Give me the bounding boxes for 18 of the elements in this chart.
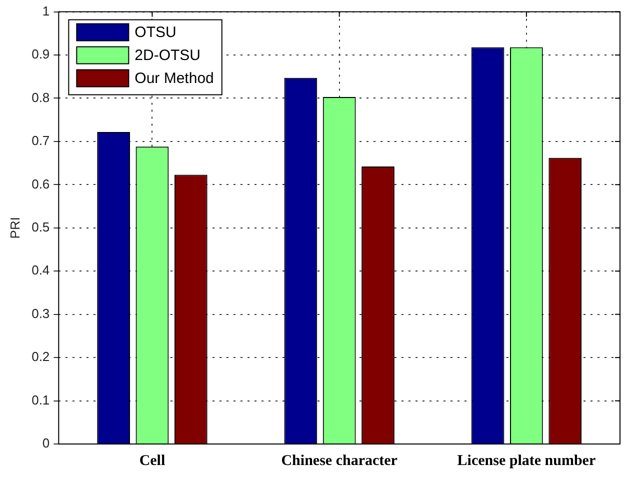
y-tick-label: 0.1 — [32, 392, 50, 408]
x-tick-label: Cell — [139, 452, 166, 469]
legend-label: OTSU — [134, 24, 176, 41]
y-tick-label: 0.9 — [32, 46, 50, 62]
y-tick-label: 0.2 — [32, 349, 50, 364]
y-tick-label: 1 — [42, 3, 50, 18]
y-tick-label: 0.8 — [32, 90, 50, 105]
x-tick-label: Chinese character — [281, 452, 398, 469]
y-tick-label: 0 — [42, 436, 50, 451]
legend-label: 2D-OTSU — [134, 46, 201, 64]
y-tick-label: 0.3 — [32, 306, 50, 321]
x-tick-label: License plate number — [457, 452, 596, 469]
y-tick-label: 0.6 — [32, 176, 50, 192]
y-tick-label: 0.5 — [32, 219, 50, 234]
y-tick-label: 0.7 — [32, 133, 50, 148]
y-axis-title: PRI — [7, 217, 22, 239]
legend-label: Our Method — [134, 70, 214, 87]
y-tick-label: 0.4 — [32, 262, 50, 278]
